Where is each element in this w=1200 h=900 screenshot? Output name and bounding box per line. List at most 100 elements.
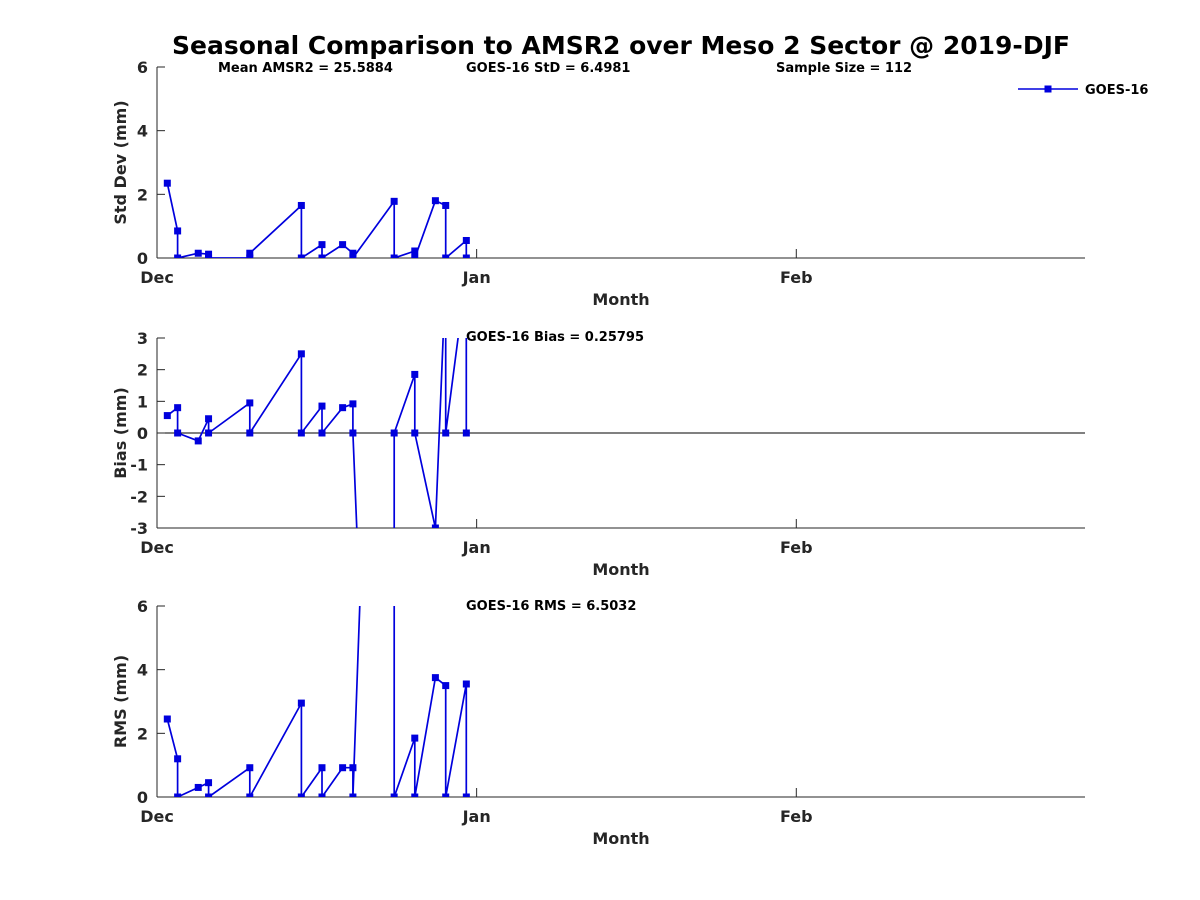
y-tick-label: 0 [137, 424, 148, 443]
data-point [297, 254, 305, 258]
y-tick-label: 6 [137, 597, 148, 616]
data-point [174, 793, 182, 797]
data-point [174, 429, 182, 437]
x-tick-label: Dec [140, 538, 174, 557]
x-tick-label: Dec [140, 268, 174, 287]
data-point [442, 682, 450, 690]
data-point [174, 227, 182, 235]
data-point [194, 249, 202, 257]
data-point [297, 793, 305, 797]
data-point [318, 429, 326, 437]
data-point [442, 793, 450, 797]
legend: GOES-16 [1018, 83, 1148, 98]
panel-rms: 0 2 4 6 Dec Jan Feb Month RMS (mm) GOES-16 RMS = … [111, 597, 1085, 848]
data-point [411, 247, 419, 255]
data-point [339, 404, 347, 412]
data-point [462, 680, 470, 688]
series-goes-16 [163, 606, 470, 797]
data-point [411, 429, 419, 437]
legend-marker [1044, 85, 1052, 93]
data-point [390, 254, 398, 258]
data-point [205, 254, 213, 258]
data-point [297, 699, 305, 707]
data-point [318, 241, 326, 249]
data-point [205, 779, 213, 787]
y-tick-label: -1 [130, 456, 148, 475]
data-point [318, 764, 326, 772]
data-point [390, 429, 398, 437]
y-tick-label: 2 [137, 724, 148, 743]
data-point [297, 350, 305, 358]
series-goes-16 [163, 338, 470, 528]
stat-annotation: GOES-16 RMS = 6.5032 [466, 599, 636, 614]
data-point [174, 404, 182, 412]
data-point [163, 715, 171, 723]
panel-bias: -3 -2 -1 0 1 2 3 Dec Jan Feb Month Bias (mm) GOES-16… [111, 329, 1085, 579]
data-point [205, 429, 213, 437]
panel-std: 0 2 4 6 Dec Jan Feb Month Std Dev (mm) Mean AMSR2… [111, 58, 1085, 309]
data-point [163, 412, 171, 420]
y-tick-label: 1 [137, 392, 148, 411]
data-point [205, 415, 213, 423]
data-point [462, 429, 470, 437]
data-point [462, 793, 470, 797]
data-point [246, 249, 254, 257]
data-point [431, 197, 439, 205]
data-point [194, 783, 202, 791]
x-axis-label: Month [592, 560, 649, 579]
data-point [431, 674, 439, 682]
data-point [349, 793, 357, 797]
x-tick-label: Feb [780, 268, 813, 287]
y-tick-label: 0 [137, 788, 148, 807]
data-point [411, 734, 419, 742]
y-axis-label: RMS (mm) [111, 655, 130, 748]
figure-title: Seasonal Comparison to AMSR2 over Meso 2… [172, 31, 1070, 60]
data-point [411, 793, 419, 797]
data-point [205, 793, 213, 797]
x-axis-label: Month [592, 290, 649, 309]
y-axis-label: Std Dev (mm) [111, 100, 130, 224]
y-tick-label: 2 [137, 185, 148, 204]
data-point [442, 254, 450, 258]
stat-annotation: GOES-16 Bias = 0.25795 [466, 330, 644, 345]
x-tick-label: Jan [462, 268, 491, 287]
data-point [390, 197, 398, 205]
data-point [349, 254, 357, 258]
data-point [246, 399, 254, 407]
data-point [411, 370, 419, 378]
data-point [390, 793, 398, 797]
data-point [462, 254, 470, 258]
data-point [318, 254, 326, 258]
x-axis-label: Month [592, 829, 649, 848]
data-point [163, 179, 171, 187]
stat-annotation: Sample Size = 112 [776, 61, 912, 76]
stat-annotation: GOES-16 StD = 6.4981 [466, 61, 630, 76]
y-tick-label: -2 [130, 487, 148, 506]
series-line [166, 338, 468, 528]
x-tick-label: Feb [780, 807, 813, 826]
data-point [339, 241, 347, 249]
data-point [174, 755, 182, 763]
data-point [349, 764, 357, 772]
data-point [442, 201, 450, 209]
data-point [194, 437, 202, 445]
y-tick-label: 4 [137, 661, 148, 680]
data-point [349, 429, 357, 437]
data-point [297, 201, 305, 209]
data-point [462, 236, 470, 244]
y-tick-label: 4 [137, 122, 148, 141]
data-point [246, 764, 254, 772]
data-point [174, 254, 182, 258]
data-point [431, 524, 439, 528]
x-tick-label: Dec [140, 807, 174, 826]
data-point [318, 793, 326, 797]
x-tick-label: Jan [462, 538, 491, 557]
stat-annotation: Mean AMSR2 = 25.5884 [218, 61, 393, 76]
series-line [166, 183, 468, 258]
data-point [205, 250, 213, 258]
data-point [442, 429, 450, 437]
data-point [246, 429, 254, 437]
data-point [246, 793, 254, 797]
x-tick-label: Feb [780, 538, 813, 557]
